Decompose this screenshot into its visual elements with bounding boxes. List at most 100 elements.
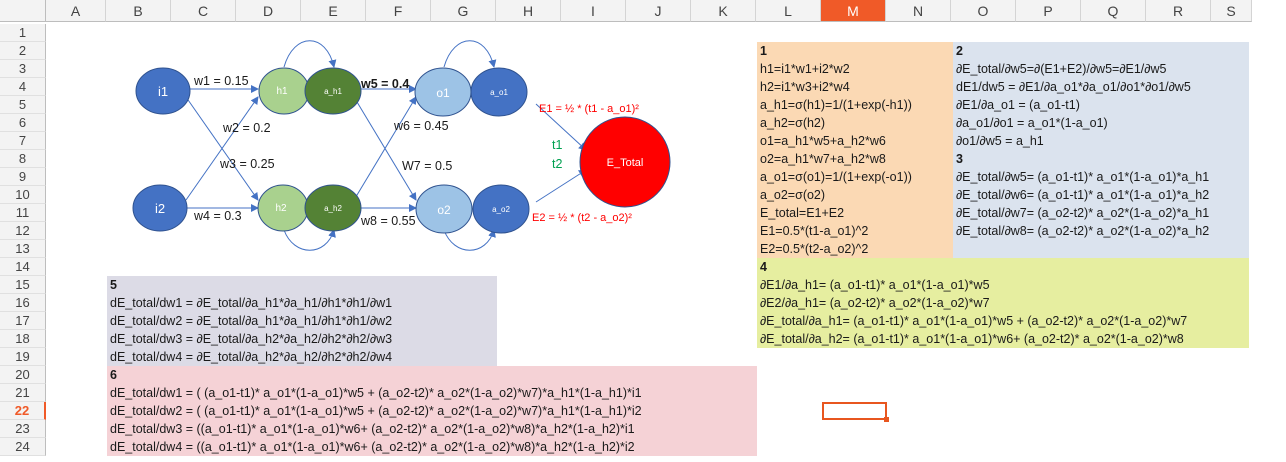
box6-line: dE_total/dw1 = ( (a_o1-t1)* a_o1*(1-a_o1…	[110, 386, 642, 400]
node-a-o1	[470, 67, 528, 117]
weight-w3: w3 = 0.25	[219, 157, 275, 171]
formula-box-4: 4 ∂E1/∂a_h1= (a_o1-t1)* a_o1*(1-a_o1)*w5 ∂…	[757, 258, 1249, 348]
column-header-o[interactable]: O	[951, 0, 1016, 22]
box4-line: ∂E1/∂a_h1= (a_o1-t1)* a_o1*(1-a_o1)*w5	[760, 278, 990, 292]
row-header-10[interactable]: 10	[0, 186, 46, 204]
box5-line: dE_total/dw1 = ∂E_total/∂a_h1*∂a_h1/∂h1*…	[110, 296, 393, 310]
box4-line: ∂E_total/∂a_h1= (a_o1-t1)* a_o1*(1-a_o1)…	[760, 314, 1188, 328]
weight-w2: w2 = 0.2	[222, 121, 271, 135]
row-header-7[interactable]: 7	[0, 132, 46, 150]
column-header-n[interactable]: N	[886, 0, 951, 22]
box2-line: ∂E_total/∂w8= (a_o2-t2)* a_o2*(1-a_o2)*a…	[956, 224, 1210, 238]
row-header-21[interactable]: 21	[0, 384, 46, 402]
neural-network-diagram: i1 i2 h1 a_h1 h2 a_h2 o1 a_o1 o2 a_o2 E_…	[132, 40, 671, 251]
box6-line: dE_total/dw2 = ( (a_o1-t1)* a_o1*(1-a_o1…	[110, 404, 642, 418]
edge-ah2-o1	[353, 96, 417, 201]
node-a-h1-label: a_h1	[324, 87, 342, 96]
box1-line: a_h2=σ(h2)	[760, 116, 826, 130]
node-a-o2-label: a_o2	[492, 205, 510, 214]
select-all-corner[interactable]	[0, 0, 46, 22]
column-header-a[interactable]: A	[46, 0, 106, 22]
row-header-24[interactable]: 24	[0, 438, 46, 456]
row-header-15[interactable]: 15	[0, 276, 46, 294]
column-header-l[interactable]: L	[756, 0, 821, 22]
node-e-total-label: E_Total	[607, 157, 644, 169]
column-header-h[interactable]: H	[496, 0, 561, 22]
column-header-s[interactable]: S	[1211, 0, 1252, 22]
row-header-11[interactable]: 11	[0, 204, 46, 222]
row-header-2[interactable]: 2	[0, 42, 46, 60]
weight-w1: w1 = 0.15	[193, 74, 249, 88]
row-header-19[interactable]: 19	[0, 348, 46, 366]
box2-line: ∂E_total/∂w7= (a_o2-t2)* a_o2*(1-a_o2)*a…	[956, 206, 1210, 220]
row-header-9[interactable]: 9	[0, 168, 46, 186]
column-header-d[interactable]: D	[236, 0, 301, 22]
column-header-m[interactable]: M	[821, 0, 886, 22]
row-header-16[interactable]: 16	[0, 294, 46, 312]
formula-box-5: 5 dE_total/dw1 = ∂E_total/∂a_h1*∂a_h1/∂h1…	[107, 276, 497, 366]
column-header-c[interactable]: C	[171, 0, 236, 22]
column-header-q[interactable]: Q	[1081, 0, 1146, 22]
row-header-8[interactable]: 8	[0, 150, 46, 168]
box2-line: dE1/dw5 = ∂E1/∂a_o1*∂a_o1/∂o1*∂o1/∂w5	[956, 80, 1191, 94]
row-header-20[interactable]: 20	[0, 366, 46, 384]
box1-line: h2=i1*w3+i2*w4	[760, 80, 850, 94]
column-header-p[interactable]: P	[1016, 0, 1081, 22]
row-header-12[interactable]: 12	[0, 222, 46, 240]
box1-line: a_o2=σ(o2)	[760, 188, 826, 202]
box2-line: ∂a_o1/∂o1 = a_o1*(1-a_o1)	[956, 116, 1108, 130]
target-t1: t1	[552, 138, 562, 152]
formula-box-1: 1 h1=i1*w1+i2*w2 h2=i1*w3+i2*w4 a_h1=σ(h1)=…	[757, 42, 953, 258]
row-header-14[interactable]: 14	[0, 258, 46, 276]
selected-cell-m22[interactable]	[822, 402, 887, 420]
row-header-1[interactable]: 1	[0, 24, 46, 42]
node-a-h2	[304, 184, 362, 232]
weight-w4: w4 = 0.3	[193, 209, 242, 223]
row-header-22[interactable]: 22	[0, 402, 46, 420]
weight-w7: W7 = 0.5	[402, 159, 452, 173]
column-header-r[interactable]: R	[1146, 0, 1211, 22]
node-e-total	[579, 116, 671, 208]
column-header-g[interactable]: G	[431, 0, 496, 22]
row-header-13[interactable]: 13	[0, 240, 46, 258]
fill-handle[interactable]	[884, 417, 889, 422]
loop-h1	[283, 40, 337, 68]
node-i1-label: i1	[158, 84, 168, 99]
column-header-e[interactable]: E	[301, 0, 366, 22]
row-header-4[interactable]: 4	[0, 78, 46, 96]
column-header-b[interactable]: B	[106, 0, 171, 22]
box6-line: dE_total/dw3 = ((a_o1-t1)* a_o1*(1-a_o1)…	[110, 422, 635, 436]
column-header-j[interactable]: J	[626, 0, 691, 22]
box2-line: ∂E_total/∂w5=∂(E1+E2)/∂w5=∂E1/∂w5	[956, 62, 1167, 76]
box1-line: h1=i1*w1+i2*w2	[760, 62, 850, 76]
box5-title: 5	[110, 278, 117, 292]
node-i2-label: i2	[155, 201, 165, 216]
formula-box-2: 2 ∂E_total/∂w5=∂(E1+E2)/∂w5=∂E1/∂w5 dE1/dw…	[953, 42, 1249, 258]
row-header-18[interactable]: 18	[0, 330, 46, 348]
box2-title: 2	[956, 44, 963, 58]
row-header-5[interactable]: 5	[0, 96, 46, 114]
row-header-3[interactable]: 3	[0, 60, 46, 78]
box1-line: a_h1=σ(h1)=1/(1+exp(-h1))	[760, 98, 912, 112]
box6-title: 6	[110, 368, 117, 382]
error-e1: E1 = ½ * (t1 - a_o1)²	[539, 103, 639, 115]
loop-h2	[283, 229, 336, 251]
box2-line: ∂E_total/∂w6= (a_o1-t1)* a_o1*(1-a_o1)*a…	[956, 188, 1210, 202]
edge-ao2-etotal	[535, 169, 587, 203]
column-header-k[interactable]: K	[691, 0, 756, 22]
row-header-17[interactable]: 17	[0, 312, 46, 330]
box1-line: E1=0.5*(t1-a_o1)^2	[760, 224, 869, 238]
node-i1	[135, 67, 191, 115]
column-header-f[interactable]: F	[366, 0, 431, 22]
node-o1-label: o1	[436, 86, 450, 100]
node-o2-label: o2	[437, 203, 451, 217]
node-h1-label: h1	[276, 86, 288, 97]
weight-w5: w5 = 0.4	[360, 77, 409, 91]
box4-line: ∂E_total/∂a_h2= (a_o1-t1)* a_o1*(1-a_o1)…	[760, 332, 1184, 346]
column-header-i[interactable]: I	[561, 0, 626, 22]
row-header-23[interactable]: 23	[0, 420, 46, 438]
loop-o1	[443, 40, 497, 68]
row-header-6[interactable]: 6	[0, 114, 46, 132]
node-i2	[132, 184, 188, 232]
